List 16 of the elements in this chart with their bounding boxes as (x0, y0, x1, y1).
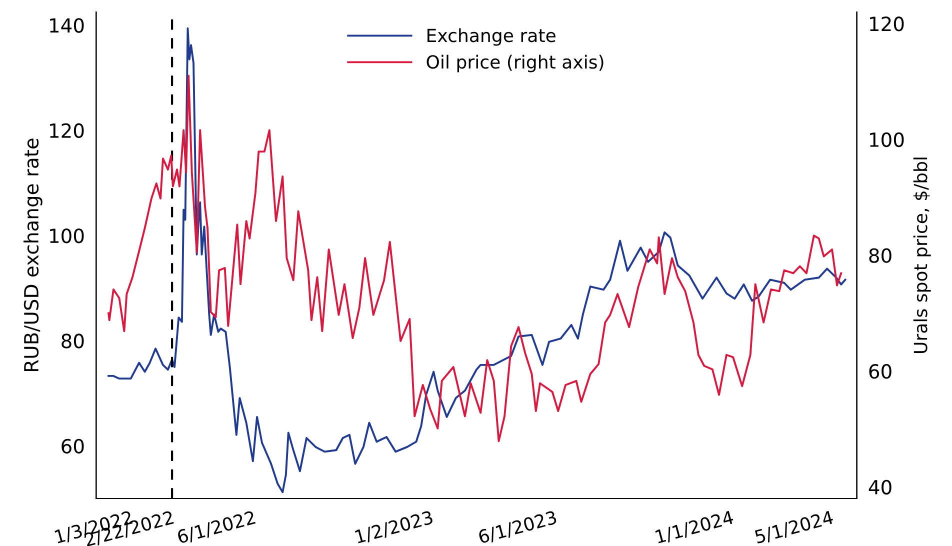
y2-tick-label: 40 (868, 480, 892, 495)
y2-tick-label: 60 (869, 364, 892, 379)
line-series (108, 27, 846, 494)
y2-tick-label: 100 (870, 132, 904, 148)
line-series (108, 74, 842, 442)
legend-label: Oil price (right axis) (426, 54, 604, 72)
y2-tick-label: 80 (869, 248, 892, 263)
y2-axis-title: Urals spot price, $/bbl (913, 158, 931, 353)
y-tick-label: 120 (50, 123, 84, 138)
y2-tick-label: 120 (870, 16, 904, 32)
y-tick-label: 140 (50, 18, 84, 33)
y-tick-label: 80 (62, 334, 84, 348)
y-axis-title: RUB/USD exchange rate (24, 138, 42, 372)
legend-label: Exchange rate (428, 28, 556, 46)
y-tick-label: 100 (50, 228, 84, 244)
y-tick-label: 60 (62, 438, 84, 454)
